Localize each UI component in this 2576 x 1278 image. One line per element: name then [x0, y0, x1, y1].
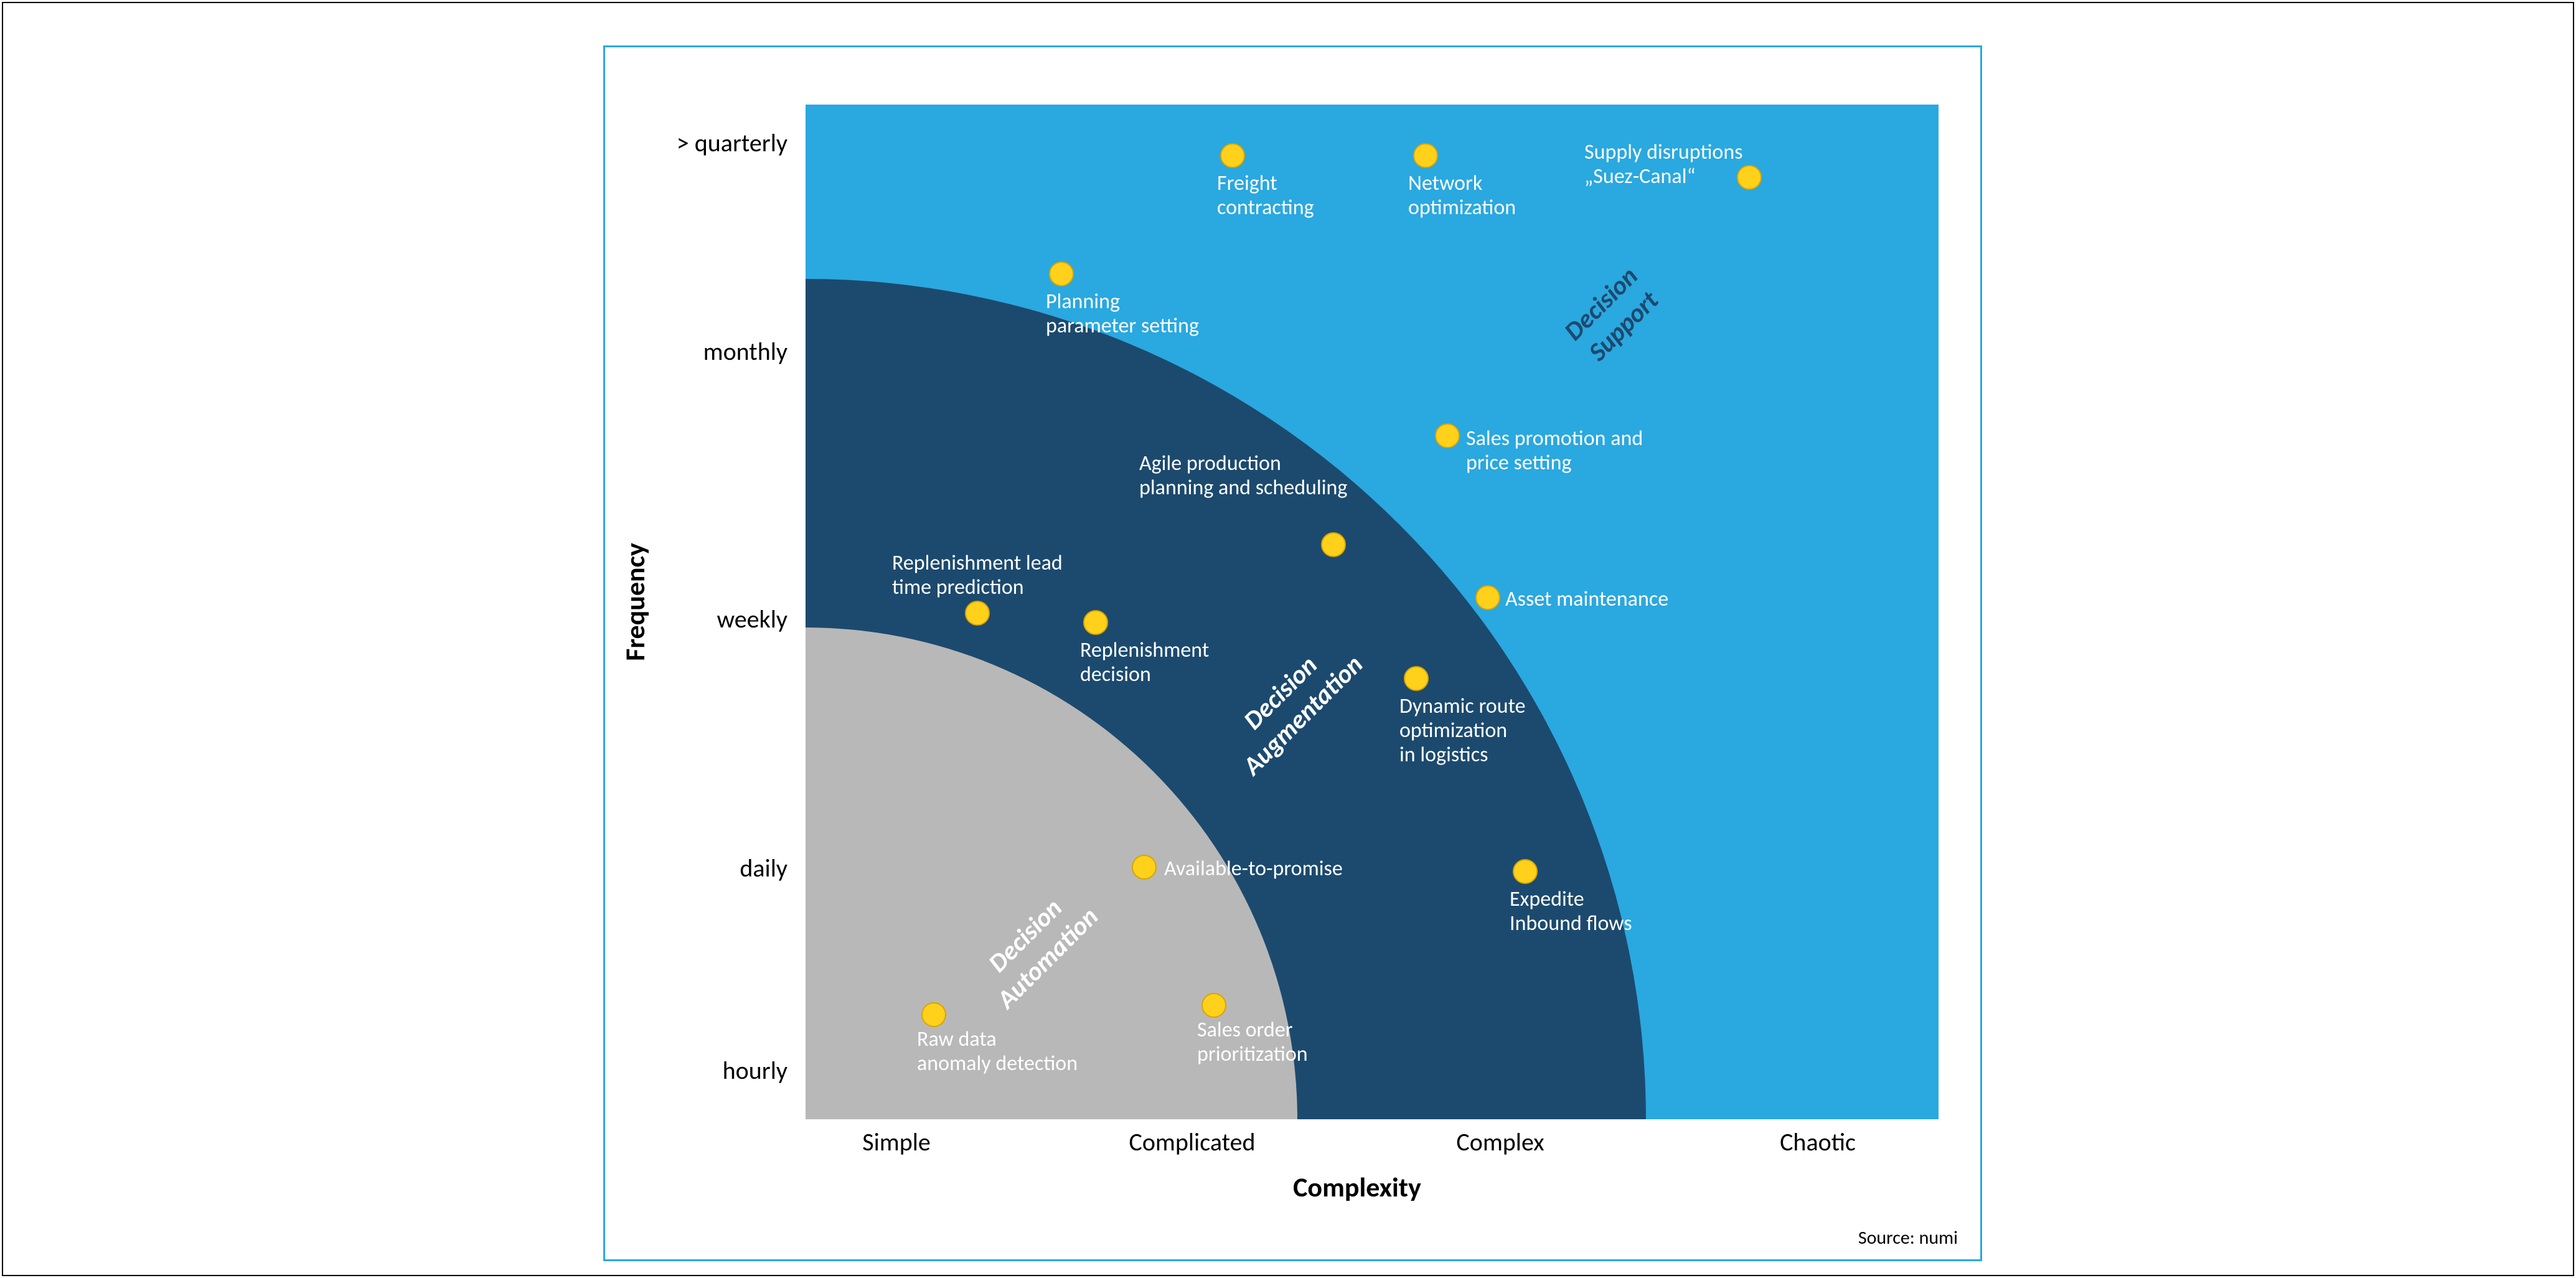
marker-agile-production	[1321, 532, 1346, 557]
x-tick-1: Complicated	[1099, 1127, 1286, 1157]
x-tick-3: Chaotic	[1724, 1127, 1911, 1157]
marker-label-dynamic-route: Dynamic route optimization in logistics	[1399, 694, 1526, 767]
source-text: Source: numi	[1858, 1226, 1958, 1249]
marker-freight-contracting	[1220, 143, 1245, 168]
y-tick-2: weekly	[717, 604, 787, 634]
y-tick-4: hourly	[723, 1055, 787, 1086]
marker-label-planning-parameter: Planning parameter setting	[1046, 289, 1199, 338]
x-tick-0: Simple	[803, 1127, 990, 1157]
marker-label-agile-production: Agile production planning and scheduling	[1139, 451, 1347, 500]
marker-planning-parameter	[1049, 261, 1074, 286]
marker-network-optimization	[1413, 143, 1438, 168]
y-tick-0: > quarterly	[677, 128, 787, 158]
marker-label-network-optimization: Network optimization	[1408, 171, 1516, 220]
marker-raw-data-anomaly	[921, 1002, 946, 1027]
marker-label-supply-disruptions: Supply disruptions „Suez-Canal“	[1584, 140, 1743, 189]
marker-label-expedite-inbound: Expedite Inbound flows	[1510, 887, 1632, 936]
marker-label-replenishment-decision: Replenishment decision	[1080, 638, 1209, 687]
marker-sales-order-prioritization	[1201, 993, 1226, 1018]
marker-label-asset-maintenance: Asset maintenance	[1505, 587, 1668, 611]
y-tick-1: monthly	[703, 336, 787, 367]
marker-label-raw-data-anomaly: Raw data anomaly detection	[917, 1027, 1078, 1076]
marker-replenishment-decision	[1083, 610, 1108, 635]
marker-expedite-inbound	[1513, 859, 1538, 884]
marker-available-to-promise	[1132, 855, 1157, 880]
y-tick-3: daily	[740, 853, 787, 883]
marker-label-replenishment-lead-time: Replenishment lead time prediction	[892, 551, 1063, 599]
y-axis-label: Frequency	[618, 477, 652, 726]
marker-sales-promotion	[1435, 423, 1460, 448]
marker-label-sales-promotion: Sales promotion and price setting	[1466, 426, 1643, 475]
x-tick-2: Complex	[1407, 1127, 1594, 1157]
marker-label-available-to-promise: Available-to-promise	[1164, 857, 1343, 881]
marker-dynamic-route	[1404, 666, 1429, 691]
marker-replenishment-lead-time	[965, 601, 990, 626]
marker-asset-maintenance	[1475, 585, 1500, 610]
marker-label-freight-contracting: Freight contracting	[1217, 171, 1314, 220]
x-axis-label: Complexity	[1233, 1170, 1482, 1204]
marker-label-sales-order-prioritization: Sales order prioritization	[1197, 1018, 1308, 1066]
